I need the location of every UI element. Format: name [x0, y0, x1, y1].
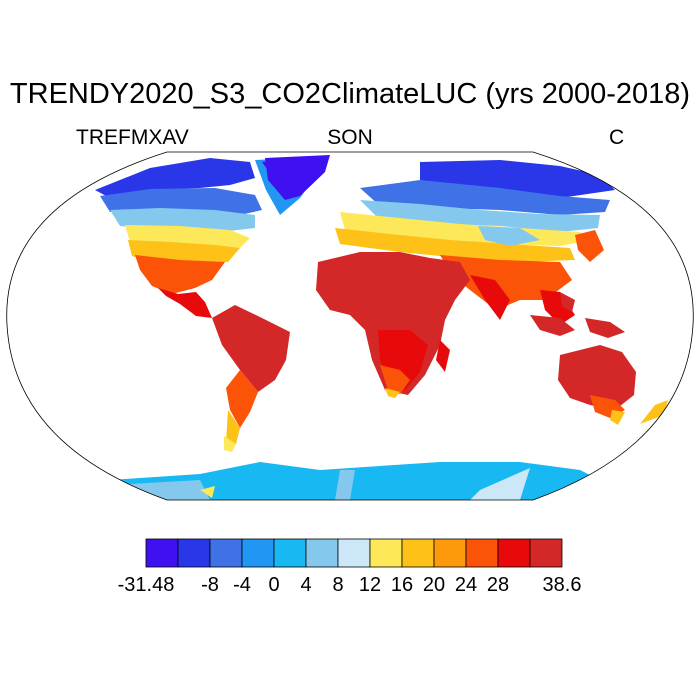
variable-label: TREFMXAV [76, 126, 189, 149]
greenland [265, 155, 330, 200]
colorbar-tick-label: 0 [268, 574, 280, 596]
colorbar-tick-label: 38.6 [542, 574, 582, 596]
colorbar-tick-label: 12 [358, 574, 382, 596]
colorbar-tick-label: -8 [201, 574, 219, 596]
eurasia [335, 160, 615, 325]
africa [316, 252, 470, 398]
colorbar-tick-label: 28 [486, 574, 510, 596]
colorbar-tick-label: 24 [454, 574, 478, 596]
colorbar-box [401, 538, 435, 568]
north-america [95, 158, 320, 318]
colorbar-tick-label: 20 [422, 574, 446, 596]
colorbar-box [529, 538, 563, 568]
season-label: SON [327, 126, 373, 149]
colorbar-tick-label: -31.48 [117, 574, 175, 596]
map-title: TRENDY2020_S3_CO2ClimateLUC (yrs 2000-20… [9, 78, 691, 110]
colorbar-box [209, 538, 243, 568]
maritime-asia [530, 292, 625, 338]
colorbar-box [145, 538, 179, 568]
south-america [212, 305, 290, 452]
globe-outline [6, 151, 694, 501]
colorbar-box [369, 538, 403, 568]
colorbar [145, 538, 563, 568]
colorbar-tick-label: -4 [233, 574, 251, 596]
colorbar-tick-label: 16 [390, 574, 414, 596]
colorbar-box [497, 538, 531, 568]
antarctica [90, 462, 620, 500]
colorbar-box [337, 538, 371, 568]
australia [558, 345, 668, 425]
units-label: C [609, 126, 625, 149]
colorbar-box [241, 538, 275, 568]
colorbar-box [273, 538, 307, 568]
colorbar-box [433, 538, 467, 568]
colorbar-box [465, 538, 499, 568]
colorbar-box [177, 538, 211, 568]
colorbar-tick-label: 8 [332, 574, 344, 596]
colorbar-tick-label: 4 [300, 574, 312, 596]
land-layer [90, 155, 668, 500]
colorbar-box [305, 538, 339, 568]
